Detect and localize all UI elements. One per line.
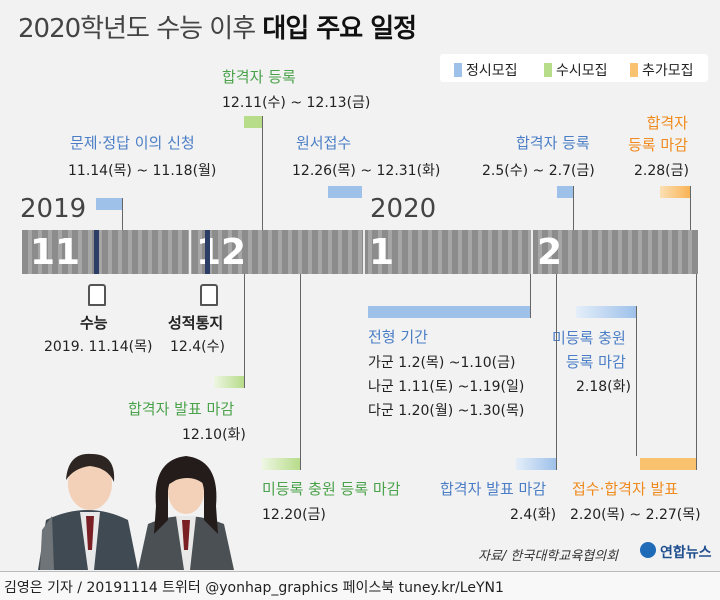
jeongsi-register-line: [573, 186, 574, 230]
calendar-icon: [88, 284, 106, 306]
jeongsi-unreg-bar: [576, 306, 636, 318]
jeongsi-announce-bar: [516, 458, 556, 470]
chuga-apply-label: 접수·합격자 발표: [572, 480, 679, 498]
timeline-bar: [22, 230, 698, 274]
objection-bar: [96, 198, 122, 210]
susi-announce-bar: [214, 376, 244, 388]
chuga-apply-bar: [640, 458, 696, 470]
selection-ga: 가군 1.2(목) ~1.10(금): [368, 355, 516, 371]
susi-unreg-line: [300, 274, 301, 470]
objection-label: 문제·정답 이의 신청: [70, 134, 195, 152]
legend-jeongsi: 정시모집: [454, 60, 518, 80]
year-2020: 2020: [370, 194, 437, 224]
jeongsi-announce-label: 합격자 발표 마감: [440, 480, 547, 498]
month-divider: [363, 230, 365, 274]
susi-announce-date: 12.10(화): [182, 427, 246, 443]
selection-na: 나군 1.11(토) ~1.19(일): [368, 379, 525, 395]
susi-register-label: 합격자 등록: [222, 68, 296, 86]
jeongsi-register-label: 합격자 등록: [516, 134, 590, 152]
score-marker: [205, 230, 210, 274]
month-1: 1: [369, 232, 395, 273]
legend-susi: 수시모집: [544, 60, 608, 80]
application-label: 원서접수: [296, 134, 352, 152]
susi-unreg-label: 미등록 충원 등록 마감: [262, 480, 401, 498]
source-text: 자료/ 한국대학교육협의회: [478, 549, 619, 564]
month-12: 12: [196, 232, 247, 273]
jeongsi-unreg-label: 미등록 충원 등록 마감: [552, 329, 626, 371]
suneung-label: 수능: [80, 314, 108, 332]
chuga-apply-line: [696, 274, 697, 470]
selection-label: 전형 기간: [368, 328, 428, 346]
jeongsi-unreg-date: 2.18(화): [576, 379, 631, 395]
footer: 김영은 기자 / 20191114 트위터 @yonhap_graphics 페…: [0, 571, 720, 600]
jeongsi-register-bar: [557, 186, 573, 198]
page-title: 2020학년도 수능 이후 대입 주요 일정: [18, 14, 417, 44]
selection-da: 다군 1.20(월) ~1.30(목): [368, 403, 525, 419]
suneung-date: 2019. 11.14(목): [44, 339, 153, 355]
suneung-marker: [94, 230, 99, 274]
chuga-register-date: 2.28(금): [634, 163, 689, 179]
score-date: 12.4(수): [170, 339, 225, 355]
selection-bar: [368, 306, 530, 318]
objection-line: [122, 198, 123, 230]
score-label: 성적통지: [168, 314, 224, 332]
application-date: 12.26(목) ~ 12.31(화): [292, 163, 441, 179]
title-bold: 대입 주요 일정: [262, 14, 417, 44]
chuga-register-label: 합격자 등록 마감: [628, 114, 688, 154]
jeongsi-announce-date: 2.4(화): [510, 507, 557, 523]
month-divider: [189, 230, 191, 274]
month-11: 11: [30, 232, 81, 273]
month-divider: [531, 230, 533, 274]
jeongsi-announce-line: [556, 274, 557, 470]
susi-unreg-date: 12.20(금): [262, 507, 326, 523]
chuga-register-bar: [660, 186, 690, 198]
footer-credit: 김영은 기자 / 20191114 트위터 @yonhap_graphics 페…: [4, 580, 504, 596]
objection-date: 11.14(목) ~ 11.18(월): [68, 163, 217, 179]
calendar-icon: [200, 284, 218, 306]
susi-unreg-bar: [262, 458, 300, 470]
selection-line: [530, 274, 531, 318]
chuga-apply-date: 2.20(목) ~ 2.27(목): [570, 507, 701, 523]
susi-register-bar: [244, 116, 262, 128]
chuga-register-line: [690, 186, 691, 230]
susi-announce-line: [244, 274, 245, 388]
yonhap-logo-icon: [640, 542, 656, 558]
jeongsi-unreg-line: [636, 306, 637, 456]
susi-announce-label: 합격자 발표 마감: [128, 400, 235, 418]
susi-register-date: 12.11(수) ~ 12.13(금): [222, 95, 371, 111]
legend-chuga: 추가모집: [630, 60, 694, 80]
legend: 정시모집 수시모집 추가모집: [440, 54, 708, 82]
yonhap-logo: 연합뉴스: [660, 545, 712, 561]
susi-register-line: [262, 116, 263, 230]
application-bar: [328, 186, 362, 198]
year-2019: 2019: [20, 194, 87, 224]
students-illustration: [38, 453, 234, 570]
month-2: 2: [537, 232, 563, 273]
jeongsi-register-date: 2.5(수) ~ 2.7(금): [482, 163, 595, 179]
